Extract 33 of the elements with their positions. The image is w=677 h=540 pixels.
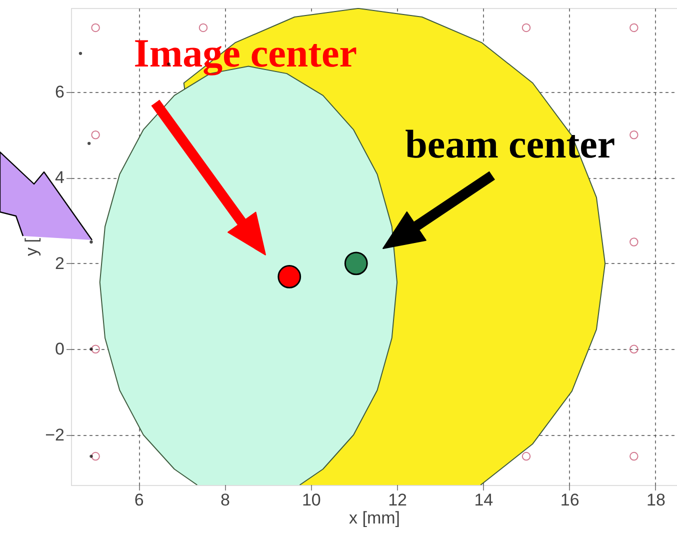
point: [90, 240, 93, 244]
point: [90, 348, 93, 351]
point: [630, 344, 638, 354]
x-tick-label: 16: [560, 490, 580, 510]
y-tick-label: −2: [45, 425, 64, 444]
point: [90, 454, 93, 458]
point: [91, 452, 100, 461]
point: [91, 130, 100, 140]
point: [522, 23, 531, 32]
x-tick-label: 14: [474, 490, 494, 510]
x-tick-label: 12: [388, 490, 408, 510]
point: [630, 130, 638, 140]
point: [88, 142, 91, 146]
x-tick-label: 6: [134, 490, 144, 510]
point: [522, 452, 531, 461]
point: [344, 252, 368, 276]
point: [78, 52, 82, 56]
point: [91, 23, 100, 32]
y-tick-label: 4: [55, 168, 64, 188]
point: [630, 238, 638, 246]
x-tick-label: 8: [220, 490, 230, 510]
point: [278, 265, 302, 288]
point: [630, 23, 638, 32]
y-axis-title: y [: [22, 238, 42, 256]
point: [198, 23, 208, 32]
y-tick-label: 2: [55, 254, 64, 273]
x-axis-title: x [mm]: [349, 508, 400, 528]
x-tick-label: 10: [302, 490, 321, 510]
x-tick-label: 18: [646, 490, 666, 510]
point: [630, 452, 638, 461]
y-tick-label: 6: [55, 82, 64, 102]
y-tick-label: 0: [55, 340, 64, 359]
point: [91, 344, 100, 354]
